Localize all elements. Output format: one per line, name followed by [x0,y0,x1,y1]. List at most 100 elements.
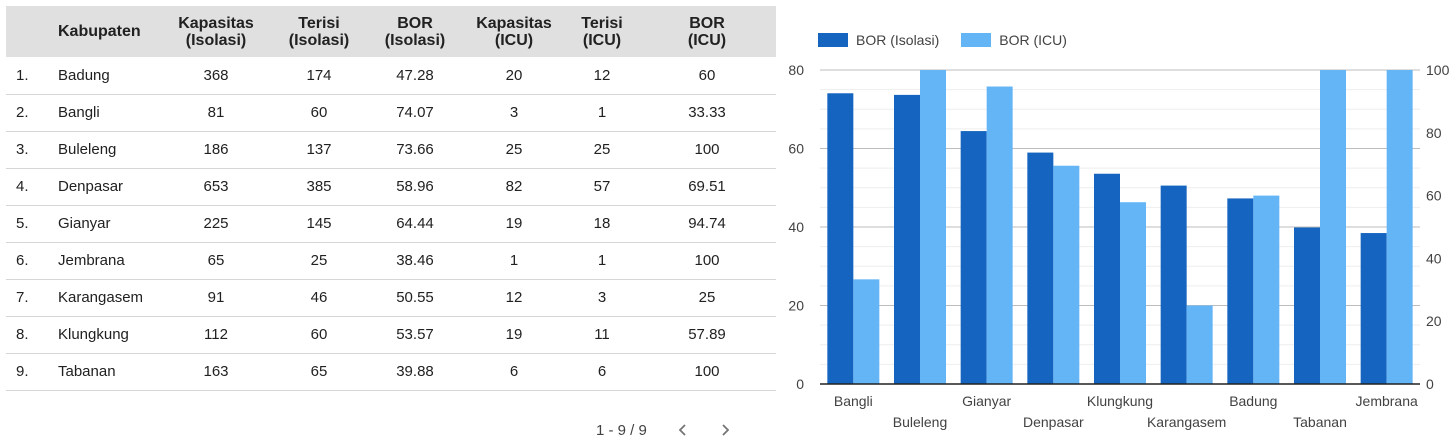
cell-terisi-icu: 11 [594,326,610,343]
y-right-tick-label: 20 [1426,313,1442,329]
cell-bor-icu: 94.74 [688,215,726,232]
cell-kapasitas-isolasi: 653 [203,178,229,195]
cell-kabupaten: Gianyar [58,215,111,232]
cell-terisi-isolasi: 65 [310,363,328,380]
cell-no: 4. [16,178,29,195]
table-row: 3. Buleleng 186 137 73.66 25 25 100 [6,131,776,168]
legend-item-bor-isolasi[interactable]: BOR (Isolasi) [818,32,939,48]
table-row: 1. Badung 368 174 47.28 20 12 60 [6,57,776,94]
prev-page-button[interactable] [671,418,695,442]
cell-kabupaten: Jembrana [58,252,125,269]
y-right-tick-label: 40 [1426,250,1442,266]
cell-bor-icu: 100 [694,363,720,380]
chart-legend: BOR (Isolasi) BOR (ICU) [818,32,1089,48]
cell-terisi-icu: 12 [593,66,611,84]
cell-kapasitas-icu: 25 [505,141,523,158]
x-tick-label: Jembrana [1356,393,1418,409]
cell-bor-isolasi: 47.28 [396,66,434,84]
table-row: 5. Gianyar 225 145 64.44 19 18 94.74 [6,205,776,242]
header-terisi-icu[interactable]: Terisi (ICU) [581,14,623,49]
cell-terisi-icu: 1 [597,104,607,121]
chevron-left-icon [678,424,686,436]
cell-bor-icu: 57.89 [688,326,726,343]
bar-bor-isolasi [1094,173,1120,384]
header-bor-isolasi[interactable]: BOR (Isolasi) [384,14,446,49]
header-kapasitas-icu[interactable]: Kapasitas (ICU) [476,14,552,49]
header-no[interactable] [6,6,50,57]
cell-bor-isolasi: 39.88 [396,363,434,380]
cell-no: 1. [16,66,29,84]
pagination-label: 1 - 9 / 9 [596,421,647,439]
cell-bor-icu: 60 [698,66,716,84]
y-left-tick-label: 20 [788,298,804,314]
cell-kapasitas-isolasi: 368 [203,66,229,84]
bar-bor-isolasi [960,131,987,384]
y-left-tick-label: 40 [788,219,804,235]
cell-kapasitas-isolasi: 112 [204,326,228,343]
cell-kabupaten: Buleleng [58,141,117,158]
bor-table: Kabupaten Kapasitas (Isolasi) Terisi (Isol… [6,6,776,391]
cell-kapasitas-icu: 19 [505,215,523,232]
cell-bor-icu: 69.51 [688,178,726,195]
x-tick-label: Karangasem [1147,414,1226,430]
cell-no: 8. [16,326,29,343]
bar-bor-isolasi [1360,233,1387,384]
cell-kabupaten: Badung [58,66,110,84]
y-right-tick-label: 0 [1426,376,1434,392]
cell-bor-icu: 100 [694,141,720,158]
header-terisi-isolasi[interactable]: Terisi (Isolasi) [288,14,350,49]
pagination: 1 - 9 / 9 [596,418,737,442]
cell-terisi-isolasi: 60 [310,326,328,343]
cell-terisi-isolasi: 137 [306,141,332,158]
y-right-tick-label: 60 [1426,188,1442,204]
cell-no: 7. [16,289,29,306]
cell-terisi-isolasi: 174 [306,66,332,84]
legend-label: BOR (Isolasi) [856,32,940,48]
table-row: 4. Denpasar 653 385 58.96 82 57 69.51 [6,168,776,205]
next-page-button[interactable] [713,418,737,442]
cell-kapasitas-icu: 82 [505,178,523,195]
bar-bor-icu [1253,195,1280,384]
bar-bor-icu [1386,70,1413,384]
header-kabupaten[interactable]: Kabupaten [58,23,141,40]
cell-kabupaten: Karangasem [58,289,144,306]
legend-item-bor-icu[interactable]: BOR (ICU) [961,32,1067,48]
cell-kapasitas-isolasi: 81 [207,104,225,121]
data-table-container: Kabupaten Kapasitas (Isolasi) Terisi (Isol… [6,6,776,391]
y-left-tick-label: 80 [788,62,804,78]
cell-kabupaten: Bangli [58,104,100,121]
cell-bor-isolasi: 53.57 [396,326,434,343]
table-row: 2. Bangli 81 60 74.07 3 1 33.33 [6,94,776,131]
bar-bor-icu [1186,305,1213,384]
cell-bor-isolasi: 50.55 [396,289,434,306]
cell-kapasitas-icu: 1 [509,252,519,269]
legend-label: BOR (ICU) [999,32,1067,48]
bar-bor-icu [1053,165,1080,384]
cell-kabupaten: Tabanan [58,363,116,380]
y-left-tick-label: 60 [788,141,804,157]
table-row: 6. Jembrana 65 25 38.46 1 1 100 [6,242,776,279]
cell-no: 2. [16,104,29,121]
header-kapasitas-isolasi[interactable]: Kapasitas (Isolasi) [178,14,254,49]
cell-kapasitas-isolasi: 225 [203,215,229,232]
header-bor-icu[interactable]: BOR (ICU) [687,14,727,49]
cell-terisi-icu: 3 [597,289,607,306]
x-tick-label: Klungkung [1087,393,1153,409]
cell-bor-isolasi: 74.07 [396,104,434,121]
bar-bor-icu [1120,202,1146,384]
cell-kapasitas-isolasi: 186 [203,141,229,158]
cell-bor-icu: 25 [698,289,716,306]
cell-kapasitas-isolasi: 163 [203,363,229,380]
cell-kapasitas-icu: 12 [505,289,523,306]
bar-bor-icu [986,86,1013,384]
cell-kapasitas-icu: 6 [509,363,519,380]
bar-bor-isolasi [894,94,920,385]
cell-bor-icu: 100 [694,252,720,269]
cell-terisi-icu: 6 [597,363,607,380]
cell-kapasitas-isolasi: 91 [207,289,225,306]
x-tick-label: Denpasar [1023,414,1084,430]
cell-bor-isolasi: 58.96 [396,178,434,195]
cell-no: 6. [16,252,29,269]
cell-kapasitas-icu: 19 [505,326,523,343]
bar-bor-isolasi [1160,185,1187,384]
